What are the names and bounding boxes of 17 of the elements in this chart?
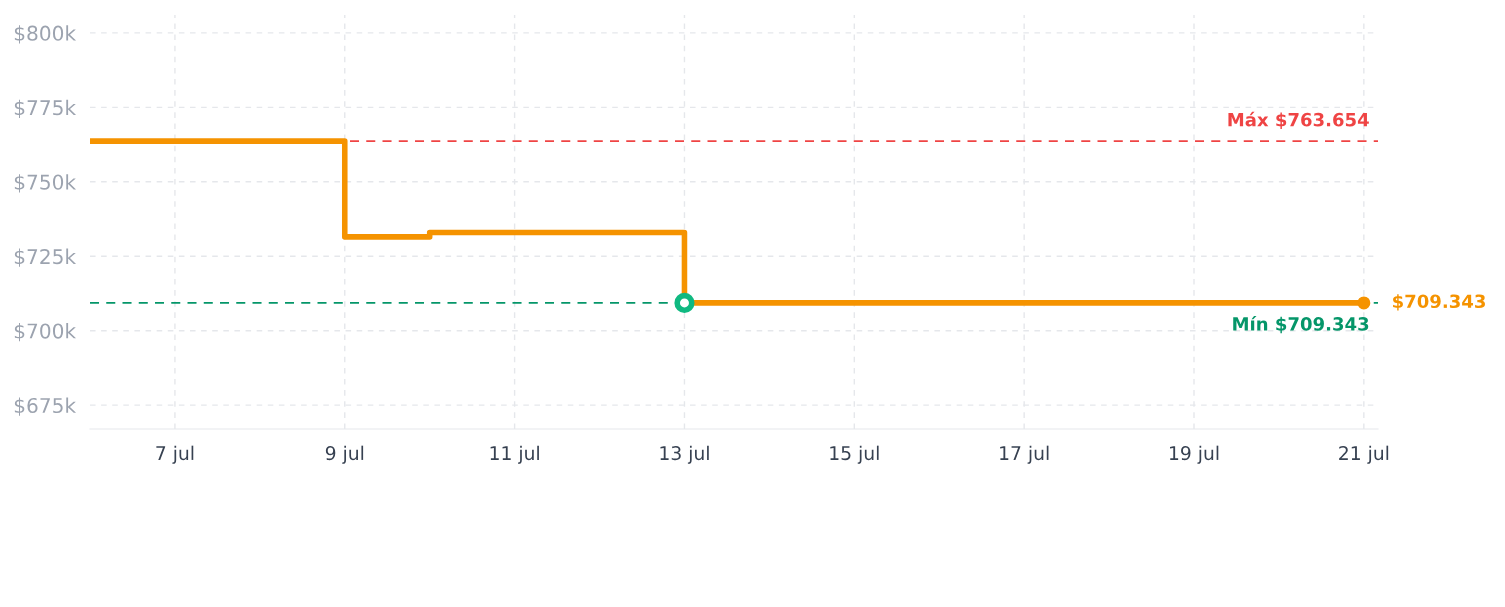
y-tick-label: $700k (14, 323, 77, 342)
x-tick-label: 21 jul (1339, 445, 1389, 464)
ref-line-label: Mín $709.343 (1233, 316, 1369, 334)
y-tick-label: $750k (14, 174, 77, 193)
y-tick-label: $775k (14, 99, 77, 118)
y-tick-label: $675k (14, 397, 77, 416)
x-tick-label: 11 jul (490, 445, 539, 464)
x-tick-label: 19 jul (1170, 445, 1219, 464)
annotation: $709.343 (1393, 294, 1485, 311)
x-tick-label: 7 jul (156, 445, 194, 464)
x-tick-label: 13 jul (660, 445, 709, 464)
x-tick-label: 17 jul (1000, 445, 1049, 464)
ref-line-label: Máx $763.654 (1228, 111, 1369, 129)
y-tick-label: $725k (14, 248, 77, 267)
y-tick-label: $800k (14, 25, 77, 44)
x-tick-label: 15 jul (830, 445, 879, 464)
x-tick-label: 9 jul (325, 445, 364, 464)
